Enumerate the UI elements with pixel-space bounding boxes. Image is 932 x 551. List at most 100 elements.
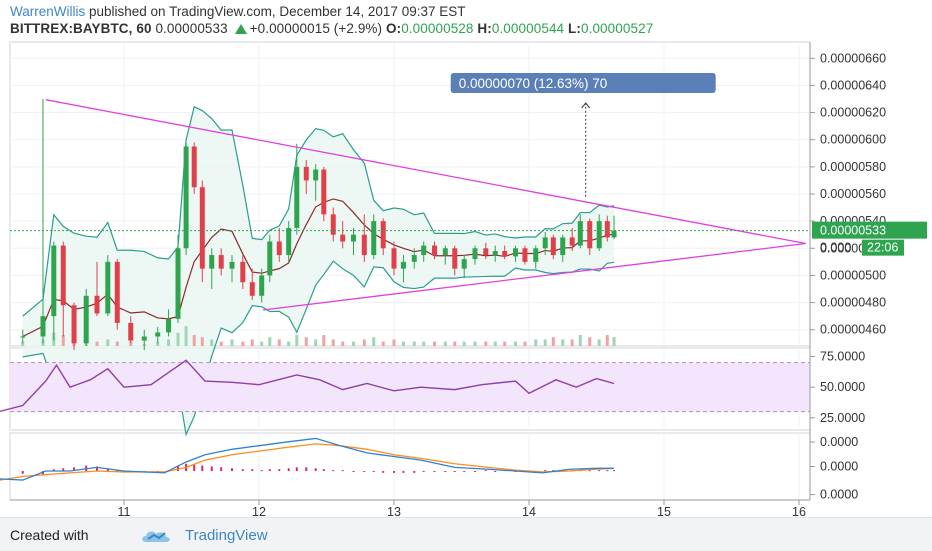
symbol-label[interactable]: BITTREX:BAYBTC, 60 [10, 21, 152, 36]
rsi-tick-label: 75.0000 [820, 350, 865, 364]
macd-histogram-bar [474, 471, 476, 473]
macd-tick-label: 0.0000 [820, 460, 858, 474]
macd-tick-label: 0.0000 [820, 435, 858, 449]
candle-body [166, 318, 172, 333]
bollinger-fill [22, 106, 615, 435]
macd-histogram-bar [341, 470, 344, 472]
macd-histogram-bar [588, 470, 591, 472]
volume-bar [401, 341, 405, 346]
measure-arrow-icon [581, 102, 591, 109]
macd-histogram-bar [332, 470, 335, 472]
candle-body [313, 169, 319, 181]
candle-body [71, 305, 77, 344]
macd-histogram-bar [352, 471, 355, 473]
volume-bar [287, 341, 291, 346]
macd-histogram-bar [363, 471, 366, 473]
candle-body [371, 221, 377, 256]
candle-body [604, 221, 610, 238]
price-tick-label: 0.00000580 [820, 160, 886, 174]
candle-body [421, 245, 427, 256]
candle-body [432, 245, 437, 256]
macd-histogram-bar [444, 471, 447, 473]
candle-body [542, 237, 548, 249]
candle-body [569, 237, 575, 246]
candle-body [560, 237, 566, 256]
low-label: L: [568, 21, 581, 36]
macd-histogram-bar [463, 471, 466, 473]
volume-bar [21, 341, 25, 346]
candle-body [550, 237, 556, 256]
bollinger-upper [22, 105, 615, 317]
macd-histogram-bar [613, 470, 616, 472]
volume-bar [176, 332, 180, 346]
macd-histogram-bar [21, 471, 24, 474]
volume-bar [605, 335, 609, 346]
macd-histogram-bar [193, 464, 196, 472]
volume-bar [167, 339, 171, 346]
macd-histogram-bar [402, 471, 405, 473]
macd-tick-label: 0.0000 [820, 488, 858, 502]
macd-histogram-bar [598, 470, 601, 472]
low-value: 0.00000527 [580, 21, 654, 36]
macd-histogram-bar [393, 471, 395, 473]
volume-bar [241, 341, 245, 346]
volume-bar [314, 339, 318, 346]
time-tick-label: 14 [522, 505, 536, 517]
volume-bar [443, 341, 447, 346]
chart-canvas[interactable]: 0.00000660 0.00000640 0.00000620 0.00000600… [0, 0, 932, 517]
candle-body [199, 187, 205, 269]
rsi-band [10, 362, 810, 412]
macd-histogram-bar [210, 466, 213, 472]
price-change: +0.00000015 (+2.9%) [249, 21, 383, 36]
author-link[interactable]: WarrenWillis [10, 4, 86, 19]
volume-bar [381, 341, 385, 346]
volume-bar [260, 341, 264, 346]
volume-bar [129, 341, 133, 346]
high-label: H: [477, 21, 492, 36]
footer-bar: Created with TradingView [0, 517, 932, 551]
candle-body [522, 248, 528, 262]
macd-histogram-bar [382, 471, 385, 473]
volume-bar [304, 337, 308, 346]
candle-body [229, 261, 235, 269]
price-tick-label: 0.00000620 [820, 106, 886, 120]
volume-bar [95, 341, 99, 346]
candle-body [452, 248, 458, 269]
volume-bar [523, 341, 527, 346]
candle-body [191, 146, 197, 188]
candle-body [128, 322, 134, 341]
volume-bar [230, 339, 234, 346]
publish-header: WarrenWillis published on TradingView.co… [10, 3, 925, 20]
macd-histogram-bar [606, 470, 609, 472]
volume-bar [453, 341, 457, 346]
candle-body [105, 261, 111, 314]
macd-histogram-bar [278, 469, 281, 472]
candle-body [513, 248, 518, 257]
volume-bar [597, 339, 601, 346]
open-value: 0.00000528 [401, 21, 474, 36]
volume-bar [331, 339, 335, 346]
candle-body [51, 245, 57, 317]
tradingview-brand[interactable]: TradingView [185, 527, 268, 544]
time-tick-label: 15 [657, 505, 671, 517]
macd-histogram-bar [106, 468, 109, 472]
candle-body [155, 332, 161, 337]
macd-line [0, 437, 615, 481]
volume-bar [192, 335, 196, 346]
macd-histogram-bar [544, 470, 547, 472]
macd-histogram-bar [295, 467, 298, 472]
candle-body [461, 259, 467, 269]
candle-body [276, 241, 282, 256]
macd-histogram-bar [73, 467, 76, 472]
last-price-label: 0.00000533 [820, 224, 886, 238]
ticker-line: BITTREX:BAYBTC, 60 0.00000533 +0.0000001… [10, 20, 925, 37]
measure-label: 0.00000070 (12.63%) 70 [459, 76, 608, 91]
up-triangle-icon [234, 24, 247, 34]
rsi-line [0, 359, 615, 413]
rsi-tick-label: 25.0000 [820, 411, 865, 425]
volume-bar [493, 341, 497, 346]
open-label: O: [386, 21, 402, 36]
volume-bar [484, 341, 488, 346]
candle-body [240, 261, 246, 283]
price-tick-label: 0.00000460 [820, 323, 886, 337]
